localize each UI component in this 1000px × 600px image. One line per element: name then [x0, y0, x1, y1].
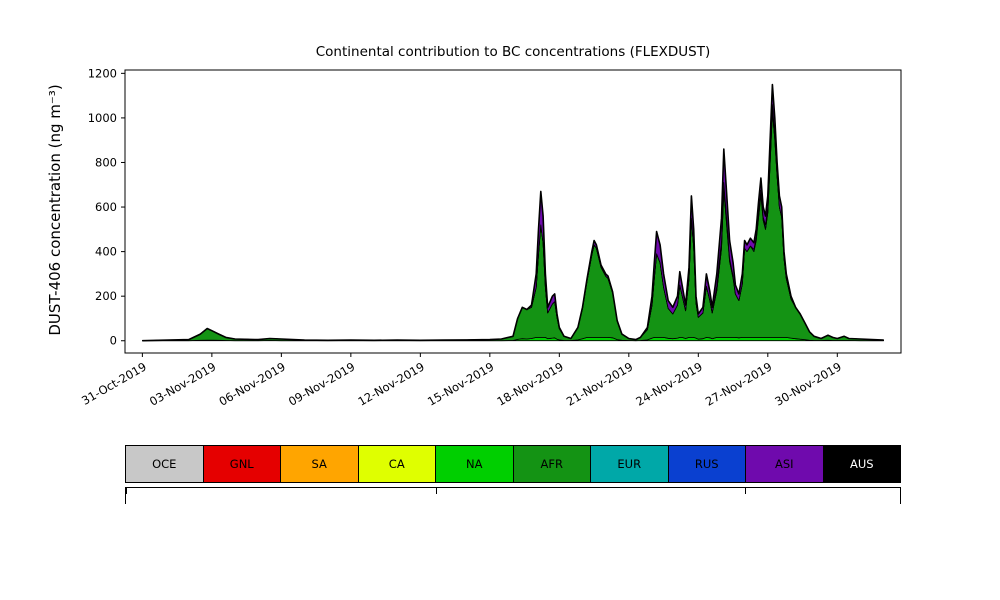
chart-title: Continental contribution to BC concentra…: [315, 44, 711, 60]
y-tick-label: 1200: [88, 66, 117, 80]
y-tick-label: 1000: [88, 111, 117, 125]
x-tick-label: 31-Oct-2019: [79, 359, 149, 407]
stacked-area-AFR: [142, 110, 884, 342]
legend-item-AFR: AFR: [512, 446, 590, 482]
x-tick-label: 15-Nov-2019: [425, 359, 496, 408]
legend-label: ASI: [774, 457, 794, 471]
x-tick-label: 27-Nov-2019: [703, 359, 774, 408]
legend-label: OCE: [152, 457, 177, 471]
legend-label: AFR: [540, 457, 563, 471]
legend-item-NA: NA: [435, 446, 513, 482]
x-tick-label: 24-Nov-2019: [633, 359, 704, 408]
axes-frame: [124, 69, 902, 354]
x-tick-label: 21-Nov-2019: [564, 359, 635, 408]
legend-item-ASI: ASI: [745, 446, 823, 482]
legend-item-CA: CA: [357, 446, 435, 482]
legend-label: GNL: [229, 457, 254, 471]
total-line: [142, 83, 884, 342]
y-tick-label: 0: [110, 334, 117, 348]
x-tick-label: 06-Nov-2019: [216, 359, 287, 408]
strip-tick: [435, 488, 437, 494]
legend-item-SA: SA: [280, 446, 358, 482]
y-tick-label: 400: [95, 245, 117, 259]
legend-item-OCE: OCE: [126, 446, 203, 482]
legend-label: AUS: [849, 457, 874, 471]
legend-label: EUR: [617, 457, 642, 471]
legend-label: SA: [311, 457, 327, 471]
legend-item-EUR: EUR: [590, 446, 668, 482]
bottom-axis-strip: [125, 487, 901, 504]
legend: OCE GNL SA CA NA AFR EUR RUS ASI AUS: [125, 445, 901, 483]
strip-tick: [126, 488, 127, 494]
y-tick-label: 200: [95, 289, 117, 303]
legend-item-RUS: RUS: [667, 446, 745, 482]
x-tick-label: 30-Nov-2019: [772, 359, 843, 408]
legend-item-GNL: GNL: [202, 446, 280, 482]
legend-label: RUS: [694, 457, 719, 471]
x-tick-label: 09-Nov-2019: [286, 359, 357, 408]
legend-label: CA: [388, 457, 405, 471]
legend-item-AUS: AUS: [822, 446, 900, 482]
x-tick-label: 12-Nov-2019: [355, 359, 426, 408]
legend-label: NA: [466, 457, 483, 471]
strip-tick: [745, 488, 747, 494]
x-tick-label: 03-Nov-2019: [147, 359, 218, 408]
y-tick-label: 600: [95, 200, 117, 214]
y-tick-label: 800: [95, 155, 117, 169]
x-tick-label: 18-Nov-2019: [494, 359, 565, 408]
